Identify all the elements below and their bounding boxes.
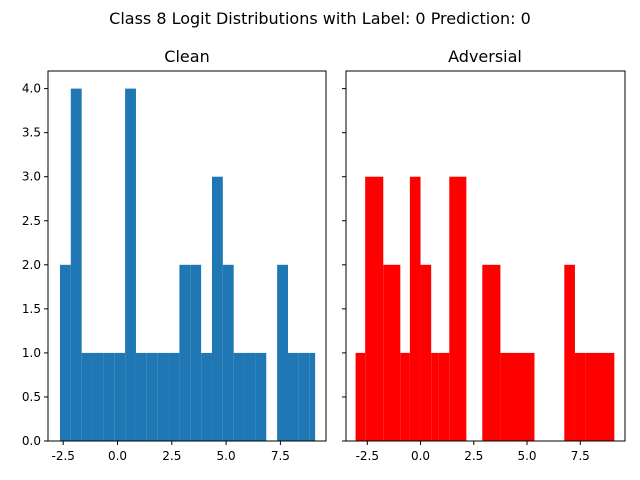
histogram-bar xyxy=(211,176,223,441)
x-tick-label: 7.5 xyxy=(271,449,290,463)
histogram-bar xyxy=(179,264,191,441)
panel-adversial-title: Adversial xyxy=(448,47,522,66)
panel-adversial: Adversial -2.5 0.0 2.5 5.0 7.5 xyxy=(342,47,626,463)
histogram-bar xyxy=(233,352,245,441)
y-ticks-adversial xyxy=(342,88,346,442)
histogram-bar xyxy=(168,352,180,441)
histogram-bar xyxy=(449,176,467,441)
panel-clean: Clean -2.5 0.0 2.5 5.0 7.5 0.0 0.5 1.0 1.5 2.0 2.5… xyxy=(22,47,327,463)
y-tick-label: 0.5 xyxy=(22,390,41,404)
axes-frame-adversial xyxy=(345,70,626,442)
x-ticks-clean: -2.5 0.0 2.5 5.0 7.5 xyxy=(51,441,290,463)
histogram-bar xyxy=(482,264,501,441)
histogram-bar xyxy=(277,264,288,441)
histogram-bar xyxy=(135,352,147,441)
x-tick-label: 7.5 xyxy=(571,449,590,463)
histogram-bar xyxy=(190,264,202,441)
x-tick-label: 0.0 xyxy=(411,449,430,463)
histogram-bar xyxy=(125,88,136,441)
histogram-bar xyxy=(431,352,439,441)
y-tick-label: 2.5 xyxy=(22,214,41,228)
histogram-bar xyxy=(157,352,169,441)
histogram-bar xyxy=(400,352,410,441)
y-tick-label: 0.0 xyxy=(22,434,41,448)
histogram-bar xyxy=(92,352,104,441)
histogram-bar xyxy=(585,352,615,441)
histogram-bar xyxy=(298,352,310,441)
histogram-bar xyxy=(103,352,115,441)
y-tick-label: 3.5 xyxy=(22,126,41,140)
histogram-bar xyxy=(81,352,93,441)
axes-frame-clean xyxy=(47,70,327,442)
histogram-bar xyxy=(255,352,267,441)
x-tick-label: -2.5 xyxy=(51,449,74,463)
x-tick-label: 2.5 xyxy=(464,449,483,463)
figure-suptitle: Class 8 Logit Distributions with Label: … xyxy=(109,9,531,28)
histogram-bar xyxy=(244,352,256,441)
histogram-bar xyxy=(201,352,212,441)
histogram-bar xyxy=(146,352,158,441)
y-tick-label: 2.0 xyxy=(22,258,41,272)
histogram-bar xyxy=(564,264,575,441)
histogram-bar xyxy=(383,264,401,441)
histogram-bar xyxy=(409,176,421,441)
x-tick-label: 2.5 xyxy=(162,449,181,463)
x-tick-label: -2.5 xyxy=(356,449,379,463)
histogram-bar xyxy=(420,264,432,441)
y-tick-label: 4.0 xyxy=(22,82,41,96)
x-ticks-adversial: -2.5 0.0 2.5 5.0 7.5 xyxy=(356,441,590,463)
x-tick-label: 5.0 xyxy=(517,449,536,463)
histogram-bar xyxy=(59,264,71,441)
panel-clean-title: Clean xyxy=(164,47,209,66)
histogram-bar xyxy=(355,352,366,441)
y-tick-label: 1.0 xyxy=(22,346,41,360)
bars-clean xyxy=(59,88,316,441)
histogram-bar xyxy=(222,264,234,441)
histogram-bar xyxy=(500,352,535,441)
y-tick-label: 3.0 xyxy=(22,170,41,184)
bars-adversial xyxy=(355,176,615,441)
histogram-bar xyxy=(287,352,299,441)
x-tick-label: 0.0 xyxy=(108,449,127,463)
histogram-bar xyxy=(70,88,82,441)
y-ticks-clean: 0.0 0.5 1.0 1.5 2.0 2.5 3.0 3.5 4.0 xyxy=(22,82,48,448)
histogram-bar xyxy=(365,176,384,441)
histogram-bar xyxy=(574,352,586,441)
y-tick-label: 1.5 xyxy=(22,302,41,316)
x-tick-label: 5.0 xyxy=(217,449,236,463)
histogram-bar xyxy=(309,352,316,441)
histogram-bar xyxy=(438,352,450,441)
histogram-bar xyxy=(114,352,126,441)
